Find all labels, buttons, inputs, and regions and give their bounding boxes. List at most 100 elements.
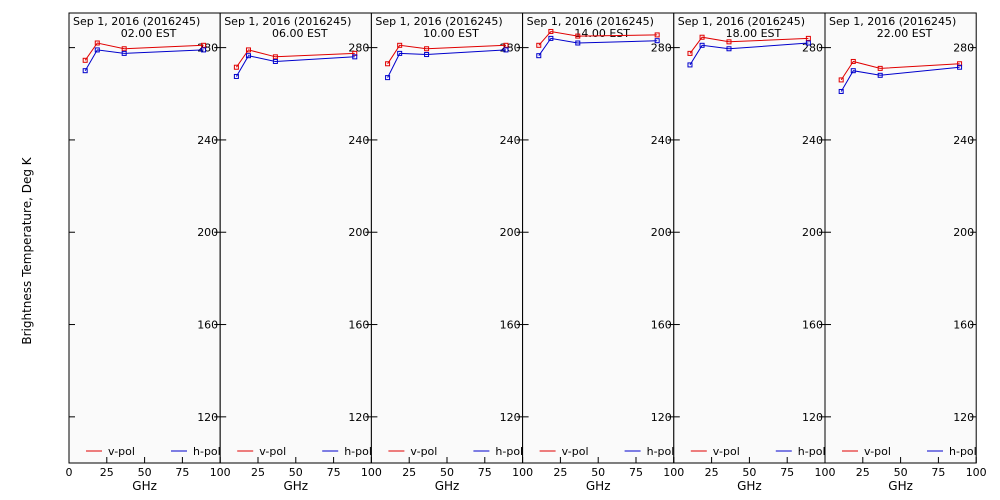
legend-label-h-pol: h-pol xyxy=(798,445,826,458)
x-axis-label: GHz xyxy=(132,479,157,493)
legend-label-h-pol: h-pol xyxy=(495,445,523,458)
data-point-v-pol xyxy=(201,42,207,48)
data-point-v-pol xyxy=(82,57,88,63)
x-tick-label: 75 xyxy=(175,466,189,479)
y-tick-label: 240 xyxy=(802,134,823,147)
data-point-v-pol xyxy=(272,54,278,60)
data-point-h-pol xyxy=(352,54,358,60)
y-tick-label: 200 xyxy=(348,226,369,239)
y-tick-label: 200 xyxy=(651,226,672,239)
data-point-v-pol xyxy=(805,35,811,41)
panel-title: Sep 1, 2016 (2016245) xyxy=(527,15,654,28)
series-line-h-pol xyxy=(387,49,507,78)
y-tick-label: 280 xyxy=(651,42,672,55)
data-point-v-pol xyxy=(233,64,239,70)
y-tick-label: 120 xyxy=(651,411,672,424)
y-tick-label: 160 xyxy=(197,319,218,332)
x-tick-label: 75 xyxy=(931,466,945,479)
data-point-v-pol xyxy=(654,32,660,38)
x-axis-label: GHz xyxy=(586,479,611,493)
data-point-v-pol xyxy=(121,46,127,52)
data-point-h-pol xyxy=(385,75,391,81)
panel-frame xyxy=(370,12,524,464)
series-line-v-pol xyxy=(387,44,507,65)
legend-label-v-pol: v-pol xyxy=(562,445,589,458)
x-tick-label: 100 xyxy=(210,466,231,479)
panel-frame xyxy=(673,12,826,464)
data-point-v-pol xyxy=(503,42,509,48)
panel-title: Sep 1, 2016 (2016245) xyxy=(829,15,956,28)
series-line-v-pol xyxy=(235,49,355,68)
panel-6: Sep 1, 2016 (2016245)22.00 EST 120 160 200 2… xyxy=(824,12,987,493)
data-point-v-pol xyxy=(850,58,856,64)
data-point-v-pol xyxy=(548,28,554,34)
series-line-v-pol xyxy=(840,60,960,81)
data-point-h-pol xyxy=(397,50,403,56)
panel-2: Sep 1, 2016 (2016245)06.00 EST 120 160 200 2… xyxy=(219,12,382,493)
data-point-v-pol xyxy=(877,65,883,71)
legend-label-v-pol: v-pol xyxy=(713,445,740,458)
x-tick-label: 75 xyxy=(629,466,643,479)
data-point-h-pol xyxy=(201,47,207,53)
legend-label-h-pol: h-pol xyxy=(647,445,675,458)
data-point-h-pol xyxy=(877,72,883,78)
y-tick-label: 120 xyxy=(500,411,521,424)
x-tick-label: 25 xyxy=(251,466,265,479)
data-point-h-pol xyxy=(245,53,251,59)
y-tick-label: 200 xyxy=(500,226,521,239)
y-tick-label: 240 xyxy=(651,134,672,147)
x-tick-label: 25 xyxy=(100,466,114,479)
data-point-h-pol xyxy=(699,42,705,48)
y-tick-label: 160 xyxy=(802,319,823,332)
x-tick-label: 25 xyxy=(705,466,719,479)
panel-frame xyxy=(68,12,221,464)
x-tick-label: 50 xyxy=(440,466,454,479)
data-point-v-pol xyxy=(536,42,542,48)
panel-1: Sep 1, 2016 (2016245)02.00 EST 120 160 200 2… xyxy=(66,12,231,493)
data-point-v-pol xyxy=(726,39,732,45)
data-point-h-pol xyxy=(272,58,278,64)
data-point-h-pol xyxy=(838,88,844,94)
x-tick-label: 100 xyxy=(512,466,533,479)
y-tick-label: 160 xyxy=(348,319,369,332)
data-point-h-pol xyxy=(805,40,811,46)
data-point-h-pol xyxy=(957,64,963,70)
data-point-v-pol xyxy=(397,42,403,48)
y-tick-label: 160 xyxy=(651,319,672,332)
data-point-h-pol xyxy=(121,50,127,56)
y-tick-label: 280 xyxy=(348,42,369,55)
series-line-v-pol xyxy=(689,36,809,54)
x-axis-label: GHz xyxy=(283,479,308,493)
y-tick-label: 200 xyxy=(802,226,823,239)
x-axis-label: GHz xyxy=(737,479,762,493)
legend-label-v-pol: v-pol xyxy=(864,445,891,458)
y-tick-label: 280 xyxy=(197,42,218,55)
panel-5: Sep 1, 2016 (2016245)18.00 EST 120 160 200 2… xyxy=(673,12,836,493)
series-line-v-pol xyxy=(538,30,658,46)
series-line-h-pol xyxy=(538,37,658,56)
data-point-v-pol xyxy=(424,46,430,52)
data-point-h-pol xyxy=(548,35,554,41)
data-point-h-pol xyxy=(536,53,542,59)
panel-title: Sep 1, 2016 (2016245) xyxy=(678,15,805,28)
series-line-h-pol xyxy=(840,66,960,92)
legend-label-v-pol: v-pol xyxy=(108,445,135,458)
legend-label-v-pol: v-pol xyxy=(410,445,437,458)
y-axis-label: Brightness Temperature, Deg K xyxy=(20,156,34,344)
x-tick-label: 50 xyxy=(894,466,908,479)
data-point-v-pol xyxy=(94,40,100,46)
data-point-h-pol xyxy=(687,62,693,68)
panel-title: Sep 1, 2016 (2016245) xyxy=(375,15,502,28)
legend-label-h-pol: h-pol xyxy=(344,445,372,458)
panel-time-label: 18.00 EST xyxy=(726,27,782,40)
panel-title: Sep 1, 2016 (2016245) xyxy=(224,15,351,28)
data-point-h-pol xyxy=(503,47,509,53)
data-point-h-pol xyxy=(726,46,732,52)
panel-time-label: 10.00 EST xyxy=(423,27,479,40)
panel-frame xyxy=(824,12,977,464)
panel-time-label: 22.00 EST xyxy=(877,27,933,40)
x-tick-label: 50 xyxy=(289,466,303,479)
data-point-v-pol xyxy=(687,50,693,56)
x-tick-label: 25 xyxy=(856,466,870,479)
